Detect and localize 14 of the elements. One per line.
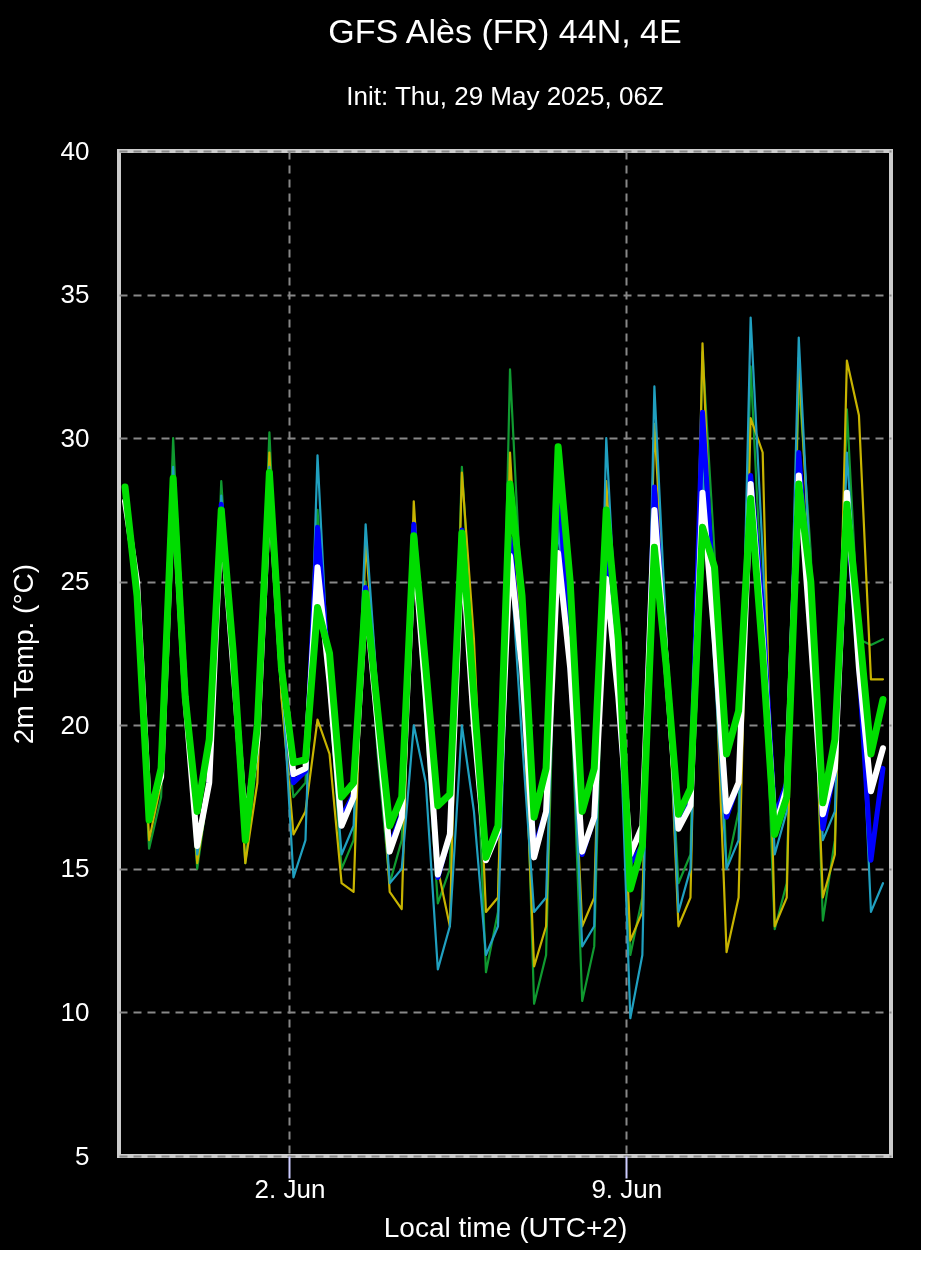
x-tick-label: 9. Jun [591,1173,663,1204]
y-tick-label: 40 [60,135,90,166]
y-tick-label: 35 [60,279,90,310]
x-tick-label: 2. Jun [254,1173,326,1204]
y-axis-title: 2m Temp. (°C) [7,563,39,745]
x-axis-title: Local time (UTC+2) [383,1211,628,1243]
y-tick-label: 15 [60,853,90,884]
y-tick-label: 20 [60,709,90,740]
y-tick-label: 30 [60,422,90,453]
chart-title: GFS Alès (FR) 44N, 4E [328,12,682,50]
y-tick-label: 25 [60,566,90,597]
chart-subtitle: Init: Thu, 29 May 2025, 06Z [346,81,664,111]
y-tick-label: 5 [75,1140,90,1171]
y-tick-label: 10 [60,996,90,1027]
